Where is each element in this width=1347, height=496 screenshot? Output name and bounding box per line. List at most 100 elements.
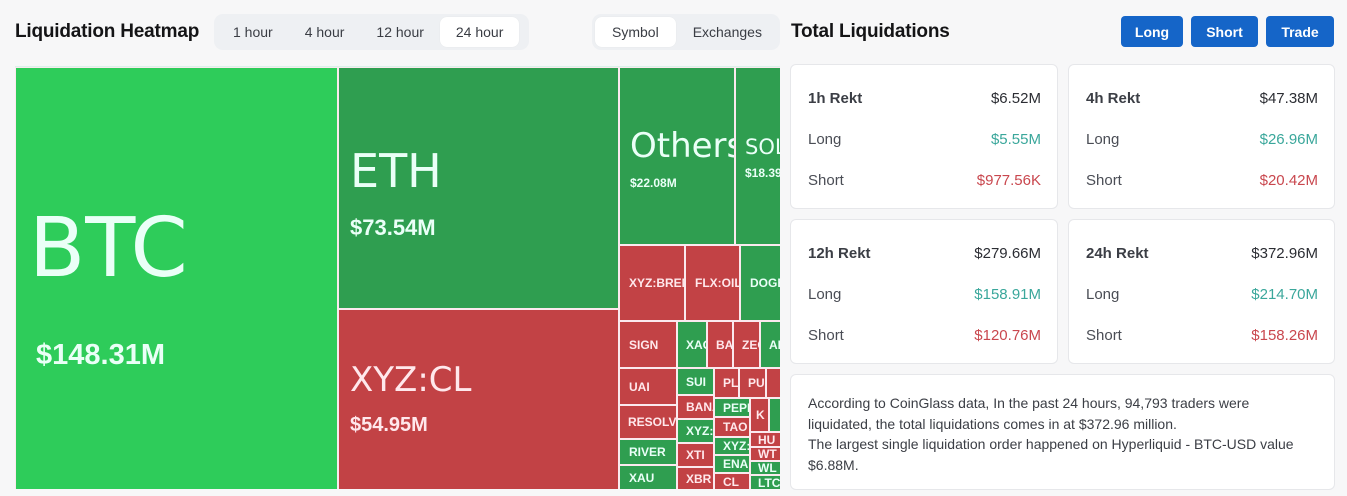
tile-symbol: FLX:OIL — [695, 276, 740, 290]
trade-button[interactable]: Trade — [1266, 16, 1334, 47]
short-label: Short — [808, 327, 844, 344]
tile-symbol: XBR — [686, 471, 712, 486]
tile-bana[interactable]: BANA — [677, 395, 714, 419]
tile-symbol: PU — [748, 376, 765, 390]
tile-river[interactable]: RIVER — [619, 439, 677, 465]
card-4h-rekt: 4h Rekt $47.38M Long $26.96M Short $20.42M — [1068, 64, 1335, 209]
action-buttons: Long Short Trade — [1121, 16, 1334, 47]
tile-hu[interactable]: HU — [750, 432, 780, 447]
tab-12-hour[interactable]: 12 hour — [376, 24, 424, 40]
tile-sol[interactable]: SOL $18.39M — [735, 67, 780, 245]
tile-xyz-bren[interactable]: XYZ:BREN — [619, 245, 685, 321]
tile-pl[interactable]: PL — [714, 368, 739, 398]
tile-extra-1[interactable] — [766, 368, 780, 398]
tile-symbol: XYZ: — [686, 424, 714, 438]
short-value: $977.56K — [976, 172, 1041, 189]
tile-flx-oil[interactable]: FLX:OIL — [685, 245, 740, 321]
tile-symbol: K — [756, 408, 765, 422]
tile-xyz-b[interactable]: XYZ: — [714, 437, 750, 455]
short-value: $158.26M — [1251, 327, 1318, 344]
tile-symbol: LTC — [758, 475, 780, 489]
long-value: $26.96M — [1259, 131, 1318, 148]
tile-symbol: XYZ: — [723, 439, 750, 453]
long-value: $158.91M — [974, 286, 1041, 303]
tile-extra-2[interactable] — [769, 398, 780, 432]
tile-symbol: RESOLV — [628, 415, 677, 429]
card-total: $6.52M — [990, 90, 1041, 107]
tab-24-hour[interactable]: 24 hour — [439, 17, 520, 47]
tile-xyz-a[interactable]: XYZ: — [677, 419, 714, 443]
tile-xyz-cl[interactable]: XYZ:CL $54.95M — [338, 309, 619, 489]
tile-symbol: WT — [758, 447, 777, 461]
tile-symbol: UAI — [629, 379, 650, 394]
tile-symbol: PL — [723, 376, 739, 390]
summary-text: According to CoinGlass data, In the past… — [808, 393, 1310, 475]
tile-wl[interactable]: WL — [750, 461, 780, 475]
tile-wt[interactable]: WT — [750, 447, 780, 461]
tile-symbol: BA — [716, 337, 733, 352]
tile-symbol: SOL — [745, 135, 780, 159]
tile-symbol: SUI — [686, 374, 707, 389]
tile-symbol: HU — [758, 432, 776, 447]
tile-symbol: BANA — [686, 400, 713, 414]
tile-zec[interactable]: ZEC — [733, 321, 760, 368]
total-liquidations-title: Total Liquidations — [791, 21, 950, 42]
heatmap-title: Liquidation Heatmap — [15, 21, 200, 42]
card-label: 1h Rekt — [808, 90, 863, 107]
tile-eth[interactable]: ETH $73.54M — [338, 67, 619, 309]
tile-others[interactable]: Others $22.08M — [619, 67, 735, 245]
tile-btc[interactable]: BTC $148.31M — [15, 67, 338, 489]
tile-tao[interactable]: TAO — [714, 417, 750, 437]
card-12h-rekt: 12h Rekt $279.66M Long $158.91M Short $120.… — [790, 219, 1058, 364]
card-label: 24h Rekt — [1086, 245, 1149, 262]
tile-symbol: RIVER — [629, 445, 666, 459]
tile-k[interactable]: K — [750, 398, 769, 432]
tile-symbol: XAG — [686, 337, 706, 352]
tile-pepe[interactable]: PEPE — [714, 398, 750, 417]
tile-doge[interactable]: DOGE — [740, 245, 780, 321]
summary-line-1: According to CoinGlass data, In the past… — [808, 395, 1250, 432]
tile-uai[interactable]: UAI — [619, 368, 677, 405]
tile-value: $22.08M — [630, 176, 677, 190]
tile-resolv[interactable]: RESOLV — [619, 405, 677, 439]
long-button[interactable]: Long — [1121, 16, 1183, 47]
tile-ltc[interactable]: LTC — [750, 475, 780, 489]
card-label: 4h Rekt — [1086, 90, 1141, 107]
tile-symbol: PEPE — [723, 400, 749, 415]
short-value: $20.42M — [1259, 172, 1318, 189]
tile-sui[interactable]: SUI — [677, 368, 714, 395]
tile-xbr[interactable]: XBR — [677, 467, 714, 489]
tile-xti[interactable]: XTI — [677, 443, 714, 467]
card-24h-rekt: 24h Rekt $372.96M Long $214.70M Short $158.… — [1068, 219, 1335, 364]
tile-cl[interactable]: CL — [714, 473, 750, 489]
tile-xag[interactable]: XAG — [677, 321, 707, 368]
short-button[interactable]: Short — [1191, 16, 1258, 47]
tile-ena[interactable]: ENA — [714, 455, 750, 473]
liquidation-summary: According to CoinGlass data, In the past… — [790, 374, 1335, 490]
tile-symbol: XAU — [629, 470, 655, 485]
time-range-tabs: 1 hour 4 hour 12 hour 24 hour — [214, 14, 529, 50]
tab-symbol[interactable]: Symbol — [595, 17, 676, 47]
tile-symbol: XYZ:BREN — [629, 276, 685, 290]
long-value: $214.70M — [1251, 286, 1318, 303]
tile-ai[interactable]: AI — [760, 321, 780, 368]
tab-1-hour[interactable]: 1 hour — [233, 24, 273, 40]
long-label: Long — [1086, 286, 1120, 303]
short-label: Short — [808, 172, 844, 189]
card-total: $47.38M — [1259, 90, 1318, 107]
short-label: Short — [1086, 327, 1122, 344]
tile-ba[interactable]: BA — [707, 321, 733, 368]
tile-sign[interactable]: SIGN — [619, 321, 677, 368]
tab-4-hour[interactable]: 4 hour — [304, 24, 345, 40]
tab-exchanges[interactable]: Exchanges — [692, 24, 762, 40]
tile-pu[interactable]: PU — [739, 368, 766, 398]
tile-xau[interactable]: XAU — [619, 465, 677, 489]
tile-symbol: ENA — [723, 457, 749, 471]
tile-symbol: DOGE — [750, 276, 780, 290]
tile-symbol: AI — [769, 337, 780, 352]
tile-symbol: WL — [758, 461, 777, 475]
tile-symbol: BTC — [29, 201, 188, 296]
tile-symbol: XTI — [686, 448, 705, 462]
tile-value: $18.39M — [745, 166, 780, 180]
card-label: 12h Rekt — [808, 245, 871, 262]
